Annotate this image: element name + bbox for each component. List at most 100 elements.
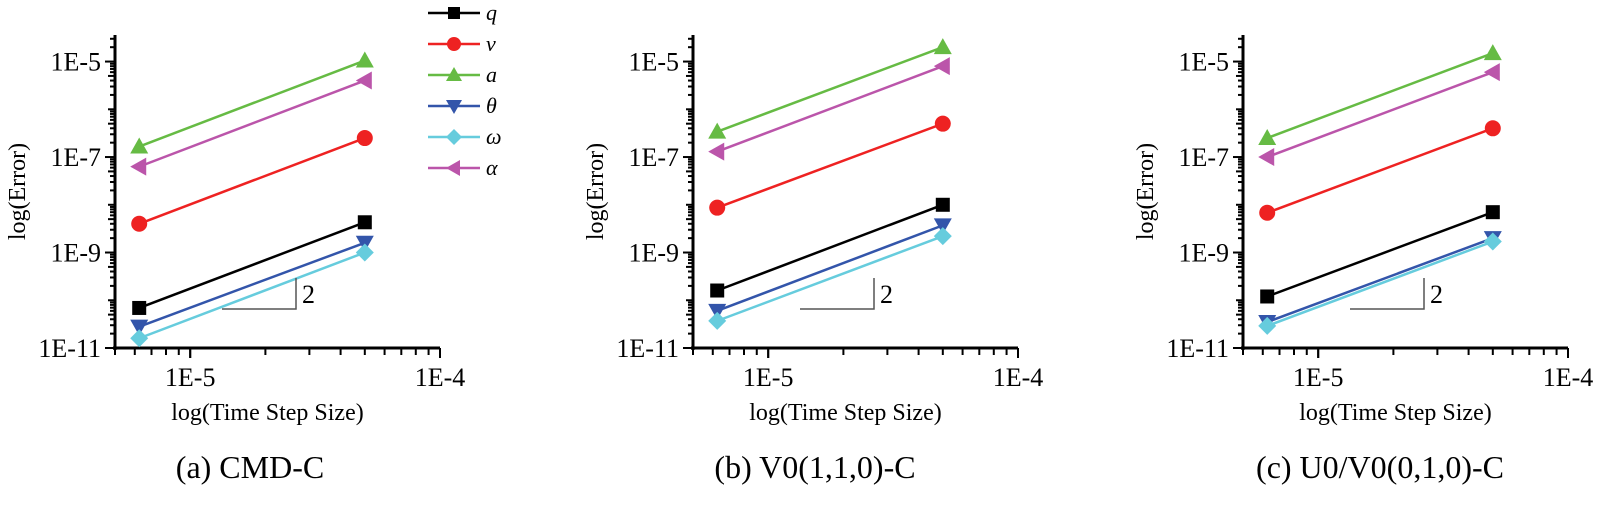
y-tick-label: 1E-7 bbox=[628, 143, 679, 172]
legend-label: α bbox=[486, 155, 498, 180]
x-axis-title: log(Time Step Size) bbox=[1299, 400, 1491, 426]
marker-square bbox=[1260, 289, 1275, 304]
marker-diamond bbox=[1258, 316, 1277, 335]
marker-diamond bbox=[933, 227, 952, 246]
series-line-theta bbox=[138, 241, 366, 328]
chart-panel-2: 1E-5 1E-7 1E-9 1E-11 1E-5 1E-4 log(Time Step S… bbox=[1133, 35, 1593, 485]
series-alpha bbox=[708, 57, 950, 161]
marker-triangle-down bbox=[446, 100, 462, 114]
series-line-v bbox=[716, 122, 944, 209]
series-v bbox=[709, 115, 951, 216]
marker-diamond bbox=[355, 243, 374, 262]
slope-label: 2 bbox=[1430, 280, 1443, 309]
marker-triangle-left bbox=[933, 57, 950, 76]
series-q bbox=[710, 197, 950, 298]
marker-square bbox=[132, 300, 147, 315]
legend-item-v: v bbox=[428, 31, 496, 56]
marker-diamond bbox=[446, 129, 462, 145]
marker-triangle-left bbox=[1483, 63, 1500, 82]
series-line-alpha bbox=[138, 79, 366, 168]
series-line-q bbox=[138, 221, 366, 310]
x-tick-label: 1E-4 bbox=[993, 363, 1044, 392]
series-line-omega bbox=[138, 251, 366, 340]
series-omega bbox=[708, 227, 952, 330]
y-axis-title: log(Error) bbox=[1133, 143, 1159, 240]
marker-triangle-up bbox=[1258, 129, 1277, 146]
x-axis-title: log(Time Step Size) bbox=[171, 400, 363, 426]
marker-triangle-up bbox=[708, 122, 727, 139]
marker-square bbox=[935, 197, 950, 212]
series-line-a bbox=[716, 46, 944, 133]
marker-triangle-left bbox=[130, 157, 147, 176]
y-tick-label: 1E-9 bbox=[50, 239, 101, 268]
marker-circle bbox=[356, 130, 373, 147]
y-tick-label: 1E-11 bbox=[1166, 334, 1229, 363]
series-q bbox=[132, 215, 372, 315]
series-line-a bbox=[138, 59, 366, 148]
legend-label: θ bbox=[486, 93, 497, 118]
marker-triangle-down bbox=[130, 319, 149, 336]
marker-circle bbox=[1259, 204, 1276, 221]
marker-square bbox=[1485, 205, 1500, 220]
marker-square bbox=[710, 283, 725, 298]
marker-circle bbox=[447, 37, 461, 51]
y-tick-label: 1E-5 bbox=[50, 48, 101, 77]
y-tick-label: 1E-5 bbox=[1178, 48, 1229, 77]
series-line-a bbox=[1266, 51, 1494, 140]
series-line-omega bbox=[716, 235, 944, 323]
series-a bbox=[130, 51, 374, 154]
legend-item-omega: ω bbox=[428, 124, 502, 149]
x-tick-label: 1E-4 bbox=[415, 363, 466, 392]
series-line-omega bbox=[1266, 240, 1494, 328]
legend-label: q bbox=[486, 0, 497, 25]
marker-circle bbox=[934, 115, 951, 132]
series-line-alpha bbox=[1266, 70, 1494, 159]
series-theta bbox=[130, 235, 374, 336]
marker-triangle-up bbox=[130, 137, 149, 154]
y-axis-title: log(Error) bbox=[5, 143, 31, 240]
series-line-theta bbox=[1266, 236, 1494, 324]
series-a bbox=[708, 38, 952, 139]
x-tick-label: 1E-5 bbox=[165, 363, 216, 392]
marker-circle bbox=[1484, 120, 1501, 137]
slope-triangle bbox=[1350, 278, 1425, 310]
x-tick-label: 1E-4 bbox=[1543, 363, 1594, 392]
marker-triangle-left bbox=[708, 142, 725, 161]
marker-circle bbox=[131, 215, 148, 232]
marker-triangle-left bbox=[355, 71, 372, 90]
slope-label: 2 bbox=[302, 280, 315, 309]
x-tick-label: 1E-5 bbox=[743, 363, 794, 392]
series-line-v bbox=[1266, 127, 1494, 214]
marker-triangle-up bbox=[1483, 44, 1502, 61]
legend-label: v bbox=[486, 31, 496, 56]
y-tick-label: 1E-11 bbox=[616, 334, 679, 363]
slope-label: 2 bbox=[880, 280, 893, 309]
series-q bbox=[1260, 205, 1500, 304]
legend-label: ω bbox=[486, 124, 502, 149]
legend-label: a bbox=[486, 62, 497, 87]
legend-item-q: q bbox=[428, 0, 497, 25]
chart-panel-1: 1E-5 1E-7 1E-9 1E-11 1E-5 1E-4 log(Time Step S… bbox=[583, 35, 1043, 485]
slope-triangle bbox=[800, 278, 875, 310]
marker-square bbox=[448, 7, 460, 19]
series-a bbox=[1258, 44, 1502, 146]
series-line-v bbox=[138, 136, 366, 225]
marker-triangle-up bbox=[355, 51, 374, 68]
panel-caption: (b) V0(1,1,0)-C bbox=[714, 449, 915, 485]
panel-caption: (c) U0/V0(0,1,0)-C bbox=[1256, 449, 1504, 485]
series-alpha bbox=[130, 71, 372, 176]
legend-item-a: a bbox=[428, 62, 497, 87]
marker-triangle-left bbox=[446, 160, 460, 176]
marker-triangle-down bbox=[708, 303, 727, 320]
marker-diamond bbox=[1483, 232, 1502, 251]
marker-triangle-left bbox=[1258, 148, 1275, 167]
chart-panel-0: 1E-5 1E-7 1E-9 1E-11 1E-5 1E-4 log(Time Step S… bbox=[5, 35, 465, 485]
y-axis-title: log(Error) bbox=[583, 143, 609, 240]
series-alpha bbox=[1258, 63, 1500, 167]
y-tick-label: 1E-11 bbox=[38, 334, 101, 363]
y-tick-label: 1E-9 bbox=[1178, 239, 1229, 268]
marker-diamond bbox=[708, 311, 727, 330]
series-line-alpha bbox=[716, 65, 944, 153]
